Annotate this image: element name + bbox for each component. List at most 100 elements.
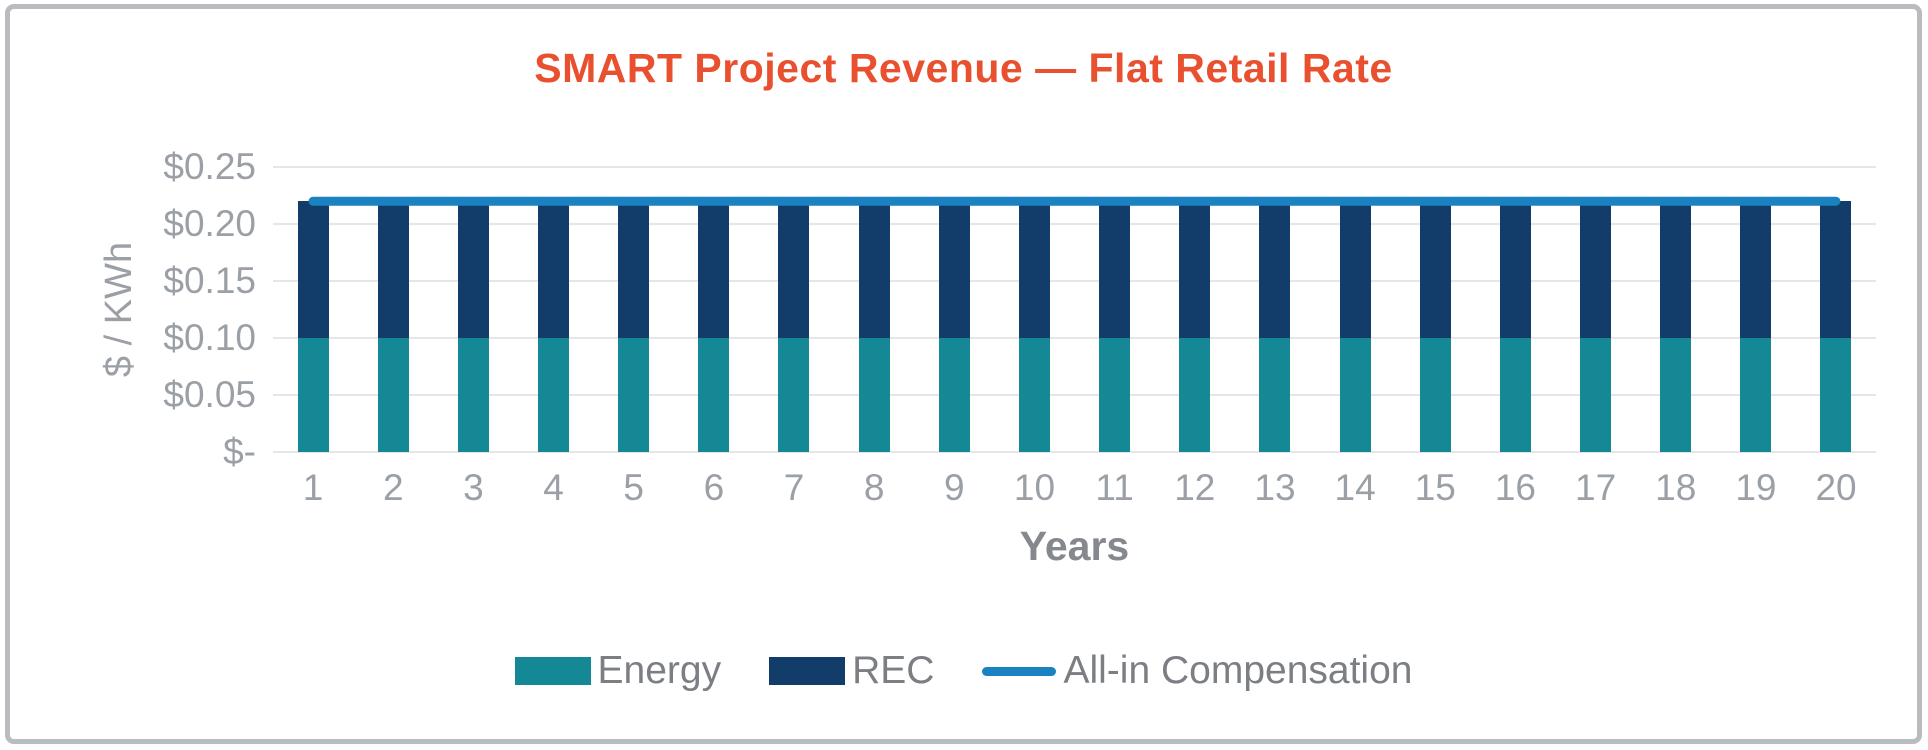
stacked-bar-year-11 (1099, 201, 1131, 452)
x-tick-label-9: 9 (944, 467, 965, 508)
legend-swatch-bar (769, 657, 846, 685)
bar-column-year-13 (1235, 167, 1315, 452)
energy-segment (377, 338, 409, 452)
x-tick-label-5: 5 (623, 467, 644, 508)
bar-column-year-9 (914, 167, 994, 452)
rec-segment (1820, 201, 1852, 338)
bar-column-year-19 (1716, 167, 1796, 452)
x-tick-label-11: 11 (1095, 467, 1134, 508)
energy-segment (1339, 338, 1371, 452)
energy-segment (297, 338, 329, 452)
all-in-compensation-line (308, 196, 1841, 206)
gridline-$0.25 (273, 166, 1876, 168)
stacked-bar-year-4 (538, 201, 569, 452)
stacked-bar-year-15 (1419, 201, 1451, 452)
chart-title: SMART Project Revenue — Flat Retail Rate (534, 45, 1393, 91)
bar-column-year-5 (594, 167, 674, 452)
bar-column-year-11 (1075, 167, 1155, 452)
plot-area (273, 166, 1876, 453)
energy-segment (1419, 338, 1451, 452)
y-axis-tick-labels: $- $0.05 $0.10 $0.15 $0.20 $0.25 (10, 146, 256, 472)
stacked-bar-year-19 (1740, 201, 1772, 452)
bar-column-year-15 (1395, 167, 1475, 452)
bar-column-year-2 (353, 167, 433, 452)
gridline-$0.10 (273, 337, 1876, 339)
stacked-bar-year-14 (1339, 201, 1371, 452)
legend: Energy REC All-in Compensation (10, 649, 1917, 693)
rec-segment (538, 201, 569, 338)
bar-column-year-6 (674, 167, 754, 452)
gridline-$0.20 (273, 223, 1876, 225)
y-tick-label: $0.25 (163, 146, 256, 187)
stacked-bar-year-7 (778, 201, 810, 452)
bar-column-year-14 (1315, 167, 1395, 452)
rec-segment (1179, 201, 1211, 338)
gridline-$0.15 (273, 280, 1876, 282)
rec-segment (1660, 201, 1692, 338)
rec-segment (1259, 201, 1291, 338)
energy-segment (1579, 338, 1611, 452)
energy-segment (457, 338, 489, 452)
bar-column-year-17 (1555, 167, 1635, 452)
x-tick-label-13: 13 (1254, 467, 1296, 508)
bar-column-year-4 (513, 167, 593, 452)
x-tick-label-10: 10 (1013, 467, 1056, 508)
chart-frame: SMART Project Revenue — Flat Retail Rate… (5, 4, 1922, 744)
x-tick-label-4: 4 (543, 467, 564, 508)
stacked-bar-year-2 (377, 201, 409, 452)
stacked-bar-year-5 (618, 201, 650, 452)
rec-segment (1099, 201, 1131, 338)
stacked-bar-year-8 (858, 201, 890, 452)
x-tick-label-12: 12 (1174, 467, 1216, 508)
legend-item-rec: REC (769, 649, 934, 693)
rec-segment (377, 201, 409, 338)
x-axis-tick-labels: 1 2 3 4 5 6 7 8 9 10 11 12 13 14 15 16 17 18 19 20 (273, 467, 1876, 509)
energy-segment (778, 338, 810, 452)
rec-segment (1740, 201, 1772, 338)
stacked-bar-year-3 (457, 201, 489, 452)
bar-column-year-18 (1636, 167, 1716, 452)
x-tick-label-1: 1 (302, 467, 324, 508)
stacked-bar-year-13 (1259, 201, 1291, 452)
stacked-bar-year-6 (698, 201, 730, 452)
rec-segment (1499, 201, 1531, 338)
rec-segment (1579, 201, 1611, 338)
x-tick-label-18: 18 (1655, 467, 1697, 508)
x-tick-label-20: 20 (1815, 467, 1857, 508)
y-tick-label: $0.15 (163, 260, 256, 301)
bar-column-year-20 (1796, 167, 1876, 452)
rec-segment (1419, 201, 1451, 338)
rec-segment (1339, 201, 1371, 338)
energy-segment (1820, 338, 1852, 452)
y-tick-label: $- (223, 431, 256, 472)
x-tick-label-7: 7 (783, 467, 805, 508)
y-tick-label: $0.10 (163, 317, 256, 358)
energy-segment (1740, 338, 1772, 452)
energy-segment (1179, 338, 1211, 452)
legend-swatch-bar (514, 657, 591, 685)
energy-segment (1018, 338, 1050, 452)
energy-segment (698, 338, 730, 452)
energy-segment (618, 338, 650, 452)
rec-segment (618, 201, 650, 338)
x-tick-label-15: 15 (1414, 467, 1456, 508)
x-axis-title: Years (1019, 523, 1130, 569)
energy-segment (1259, 338, 1291, 452)
y-tick-label: $0.05 (163, 374, 256, 415)
x-tick-label-19: 19 (1735, 467, 1777, 508)
energy-segment (1099, 338, 1131, 452)
bar-column-year-12 (1155, 167, 1235, 452)
gridline-$0.05 (273, 394, 1876, 396)
x-tick-label-8: 8 (863, 467, 885, 508)
x-tick-label-17: 17 (1575, 467, 1617, 508)
x-tick-label-16: 16 (1494, 467, 1536, 508)
stacked-bar-year-9 (938, 201, 970, 452)
stacked-bar-year-16 (1499, 201, 1531, 452)
energy-segment (858, 338, 890, 452)
x-tick-label-14: 14 (1334, 467, 1376, 508)
bar-column-year-3 (433, 167, 513, 452)
rec-segment (778, 201, 810, 338)
stacked-bar-year-17 (1579, 201, 1611, 452)
stacked-bar-year-10 (1018, 201, 1050, 452)
energy-segment (1499, 338, 1531, 452)
